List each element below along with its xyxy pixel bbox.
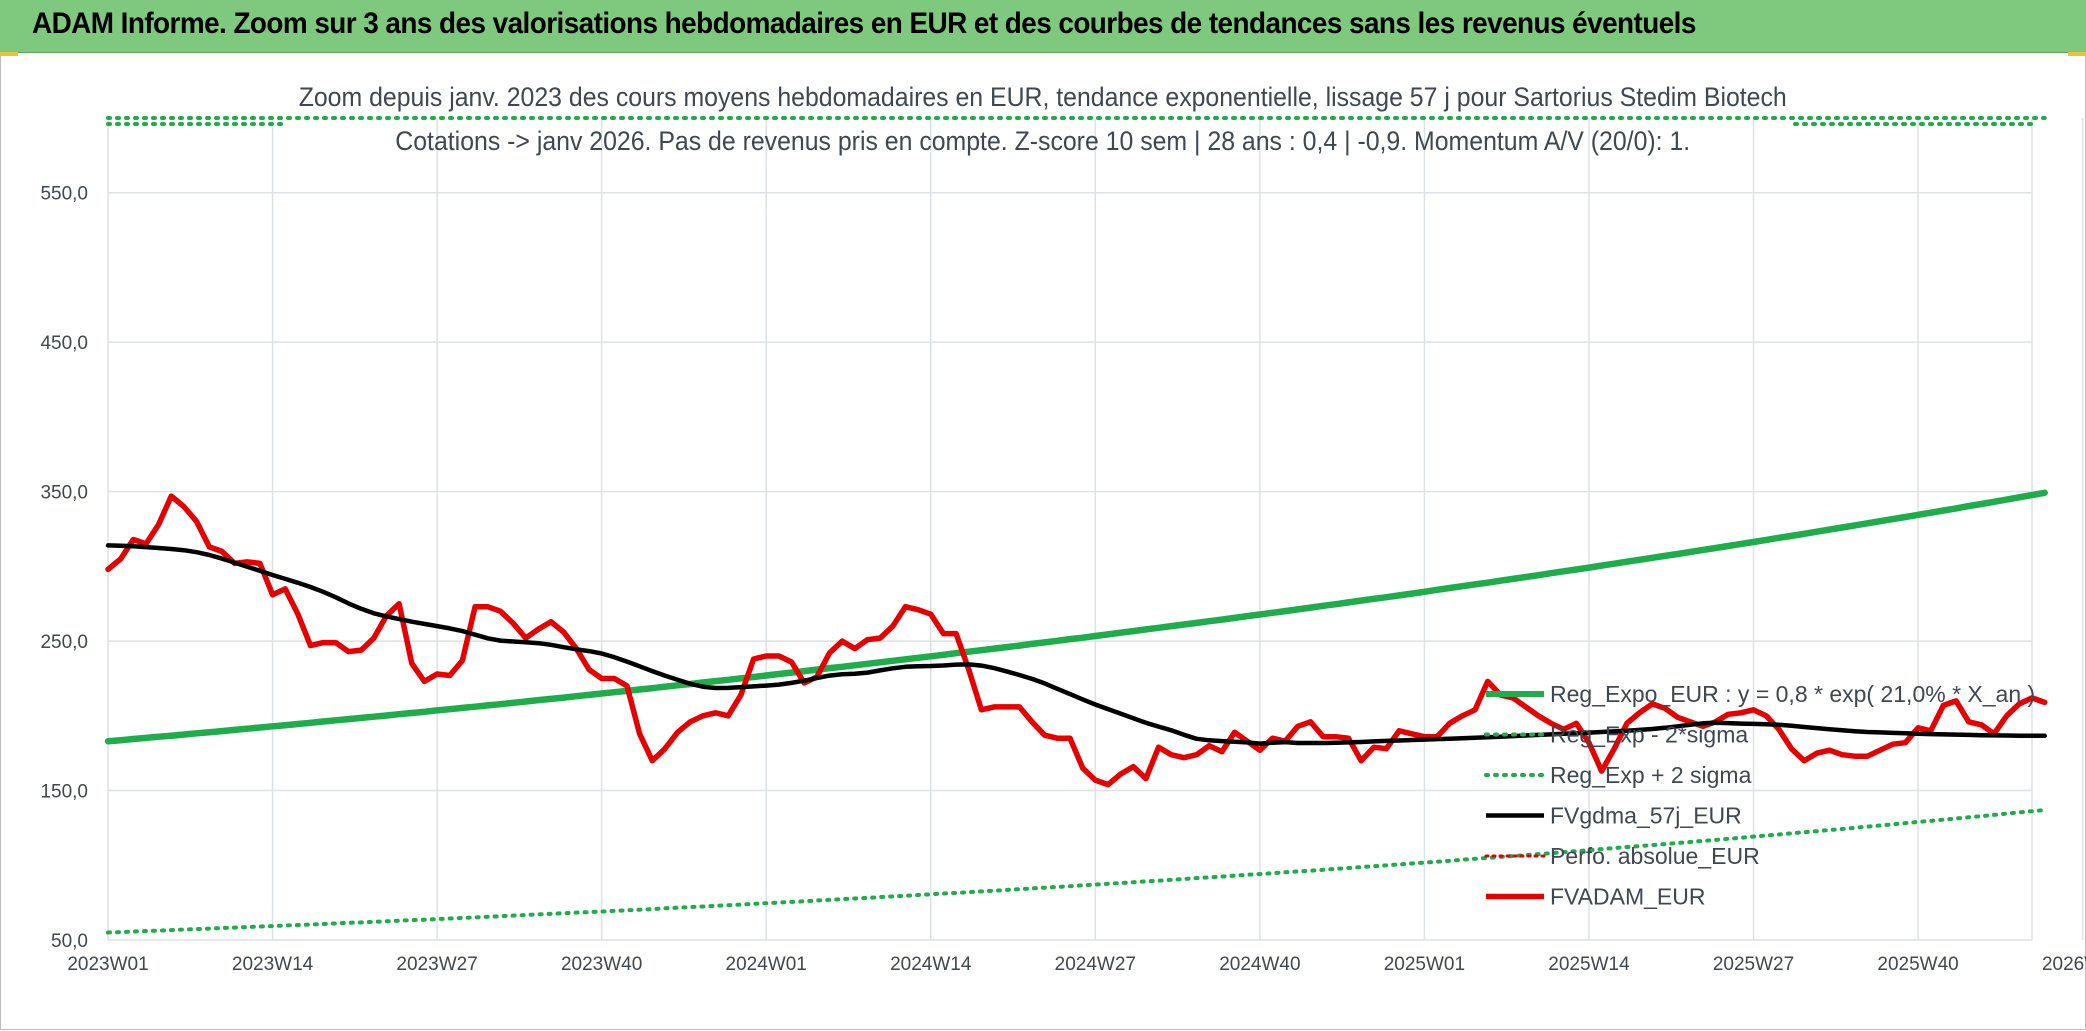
- x-tick-label: 2023W01: [67, 954, 148, 975]
- y-tick-label: 350,0: [40, 483, 88, 504]
- y-axis-ticks: 50,0 150,0 250,0 350,0 450,0 550,0: [40, 184, 88, 952]
- accent-mark-left: [0, 52, 18, 56]
- legend-label: FVgdma_57j_EUR: [1550, 803, 1742, 829]
- fvadam-line: [105, 493, 2048, 788]
- accent-mark-right: [2068, 52, 2086, 56]
- x-tick-label: 2025W14: [1548, 954, 1630, 975]
- report-banner: ADAM Informe. Zoom sur 3 ans des valoris…: [0, 0, 2086, 53]
- x-tick-label: 2023W40: [561, 954, 642, 975]
- chart-title: Zoom depuis janv. 2023 des cours moyens …: [298, 82, 1788, 112]
- y-tick-label: 50,0: [51, 931, 88, 952]
- legend-label: Reg_Expo_EUR : y = 0,8 * exp( 21,0% * X_…: [1550, 681, 2035, 707]
- x-tick-label: 2024W14: [890, 954, 972, 975]
- x-tick-label: 2023W27: [396, 954, 477, 975]
- y-tick-label: 550,0: [40, 184, 88, 205]
- chart-legend: Reg_Expo_EUR : y = 0,8 * exp( 21,0% * X_…: [1484, 681, 2035, 910]
- report-title: ADAM Informe. Zoom sur 3 ans des valoris…: [32, 7, 1696, 40]
- chart-grid: [107, 118, 2084, 941]
- x-tick-label: 2024W40: [1219, 954, 1300, 975]
- reg-lower-band-line: [106, 808, 2047, 935]
- series-layer: [104, 116, 2048, 935]
- legend-label: Reg_Exp - 2*sigma: [1550, 722, 1748, 748]
- legend-label: Perfo. absolue_EUR: [1550, 843, 1760, 869]
- reg-expo-line: [104, 489, 2048, 745]
- x-tick-label: 2024W01: [726, 954, 807, 975]
- x-tick-label: 2025W40: [1877, 954, 1958, 975]
- x-tick-label: 2024W27: [1055, 954, 1136, 975]
- x-axis-ticks: 2023W01 2023W14 2023W27 2023W40 2024W01 2024W…: [67, 954, 2086, 975]
- fvgdma-line: [105, 543, 2047, 746]
- x-tick-label: 2025W01: [1384, 954, 1465, 975]
- x-tick-label: 2025W27: [1713, 954, 1794, 975]
- chart-subtitle: Cotations -> janv 2026. Pas de revenus p…: [395, 126, 1691, 156]
- x-tick-label: 2023W14: [232, 954, 314, 975]
- y-tick-label: 150,0: [40, 782, 88, 803]
- legend-label: FVADAM_EUR: [1550, 884, 1706, 910]
- y-tick-label: 450,0: [40, 333, 88, 354]
- x-tick-label: 2026W01: [2042, 954, 2086, 975]
- legend-label: Reg_Exp + 2 sigma: [1550, 762, 1752, 788]
- y-tick-label: 250,0: [40, 632, 88, 653]
